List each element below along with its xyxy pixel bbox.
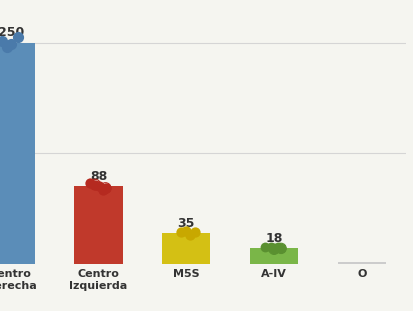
Bar	[162, 233, 210, 264]
Point	[102, 186, 109, 191]
Point	[0, 38, 5, 43]
Point	[275, 244, 281, 249]
Point	[270, 247, 277, 252]
Point	[191, 230, 198, 235]
Point	[277, 246, 284, 251]
Point	[261, 245, 268, 250]
Point	[100, 187, 106, 192]
Bar	[249, 248, 297, 264]
Point	[177, 229, 184, 234]
Bar	[337, 262, 385, 264]
Bar	[0, 43, 35, 264]
Text: 35: 35	[177, 217, 195, 230]
Text: 250: 250	[0, 26, 24, 39]
Point	[277, 246, 284, 251]
Point	[270, 247, 277, 252]
Point	[86, 180, 93, 185]
Point	[95, 184, 102, 189]
Point	[4, 44, 11, 49]
Point	[92, 182, 98, 187]
Point	[267, 245, 273, 250]
Point	[183, 228, 189, 233]
Point	[7, 42, 14, 47]
Point	[14, 35, 21, 40]
Point	[102, 186, 109, 191]
Bar	[74, 186, 122, 264]
Point	[186, 233, 192, 238]
Text: 88: 88	[90, 170, 107, 183]
Text: 18: 18	[265, 232, 282, 245]
Point	[92, 182, 98, 187]
